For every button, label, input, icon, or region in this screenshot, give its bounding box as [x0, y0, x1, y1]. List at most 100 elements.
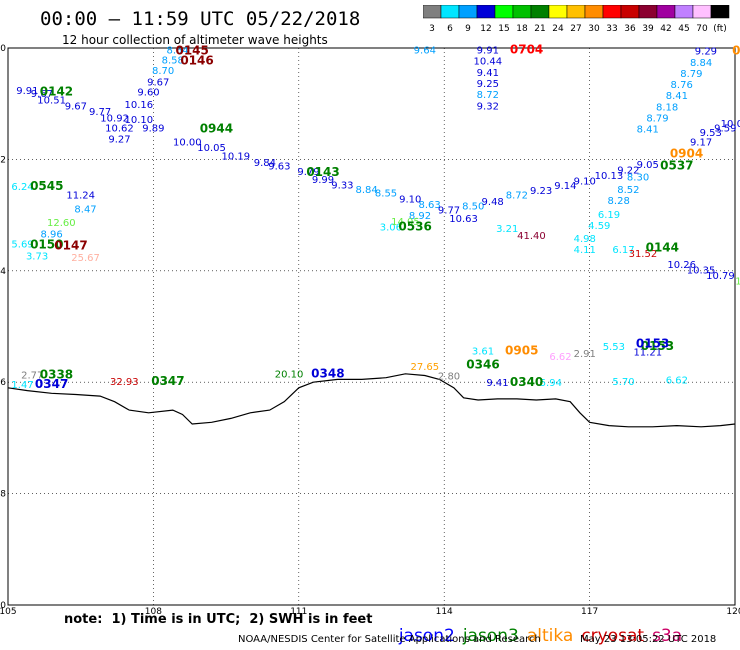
swh-label: 5.53 [603, 342, 625, 353]
swh-label: 9.59 [714, 124, 736, 135]
swh-label: 3.73 [26, 252, 48, 263]
swh-label: 3.06 [380, 223, 402, 234]
swh-label: 9.23 [530, 186, 552, 197]
swh-label: 11.21 [633, 347, 662, 358]
swh-label: 8.18 [656, 102, 678, 113]
time-label: 0537 [660, 158, 693, 172]
swh-label: 6.24 [11, 182, 33, 193]
swh-label: 5.70 [612, 377, 634, 388]
x-tick-label: 111 [290, 607, 307, 617]
swh-label: 8.52 [617, 185, 639, 196]
swh-label: 8.47 [74, 204, 96, 215]
swh-label: 6.19 [598, 210, 620, 221]
swh-label: 31.52 [629, 249, 658, 260]
swh-label: 8.72 [506, 190, 528, 201]
swh-label: 8.41 [666, 91, 688, 102]
swh-label: 10.05 [197, 143, 226, 154]
swh-label: 9.67 [31, 89, 53, 100]
scale-label: 33 [606, 24, 617, 34]
time-label: 0347 [35, 377, 68, 391]
swh-label: 1.47 [11, 380, 33, 391]
swh-label: 9.63 [268, 161, 290, 172]
scale-label: 36 [624, 24, 636, 34]
scale-label: 9 [465, 24, 471, 34]
swh-label: 8.79 [680, 69, 702, 80]
coastline [7, 373, 736, 428]
time-label: 0340 [510, 375, 543, 389]
scale-label: 15 [498, 24, 509, 34]
swh-label: 10.62 [105, 124, 134, 135]
swh-label: 10.26 [667, 260, 696, 271]
swh-label: 2.80 [438, 371, 460, 382]
swh-label: 41.40 [517, 231, 546, 242]
swh-label: 9.89 [142, 124, 164, 135]
legend-cryosat: cryosat [581, 626, 645, 646]
scale-label: 42 [660, 24, 671, 34]
scale-label: 6 [447, 24, 453, 34]
swh-label: 8.96 [40, 229, 62, 240]
swh-label: 9.77 [438, 205, 460, 216]
scale-label: 30 [588, 24, 600, 34]
swh-label: 9.14 [554, 181, 576, 192]
swh-label: 8.79 [646, 114, 668, 125]
swh-label: 6.62 [549, 352, 571, 363]
time-label: 0153 [641, 339, 674, 353]
scale-label: 12 [480, 24, 491, 34]
time-label: 0153 [636, 337, 669, 351]
time-label: 0346 [466, 357, 499, 371]
legend-s3a: s3a [652, 626, 683, 646]
y-tick-label: -68 [0, 490, 6, 500]
x-tick-label: 114 [436, 607, 453, 617]
swh-label: 10.35 [687, 266, 716, 277]
swh-label: 3.61 [472, 346, 494, 357]
time-label: 0144 [646, 240, 679, 254]
swh-label: 9.41 [477, 68, 499, 79]
swh-label: 8.55 [375, 189, 397, 200]
swh-label: 10.00 [173, 137, 202, 148]
x-tick-label: 105 [0, 607, 17, 617]
swh-label: 8.28 [608, 196, 630, 207]
swh-label: 9.32 [477, 101, 499, 112]
y-tick-label: -64 [0, 267, 6, 277]
swh-label: 5.94 [540, 378, 562, 389]
swh-label: 9.48 [482, 197, 504, 208]
scale-label: 18 [516, 24, 528, 34]
map-subtitle: 12 hour collection of altimeter wave hei… [62, 33, 328, 47]
swh-label: 9.67 [65, 101, 87, 112]
scale-label: (ft) [713, 24, 727, 34]
swh-label: 9.84 [254, 158, 276, 169]
swh-label: 9.64 [414, 46, 436, 57]
y-tick-label: -60 [0, 44, 6, 54]
time-label: 0904 [670, 147, 703, 161]
swh-label: 14.29 [735, 277, 740, 288]
swh-label: 9.27 [108, 135, 130, 146]
x-tick-label: 117 [581, 607, 598, 617]
plot-frame [7, 47, 736, 606]
y-tick-label: -66 [0, 378, 6, 388]
swh-label: 9.91 [16, 86, 38, 97]
swh-label: 10.92 [100, 114, 129, 125]
swh-label: 10.79 [706, 271, 735, 282]
time-label: 0143 [306, 165, 339, 179]
time-label: 0704 [510, 43, 543, 57]
scale-swatch [710, 5, 730, 19]
legend-jason3: jason3 [462, 626, 519, 646]
swh-label: 8.72 [477, 90, 499, 101]
swh-label: 9.22 [617, 165, 639, 176]
swh-label: 10.44 [473, 57, 502, 68]
swh-label: 9.99 [312, 175, 334, 186]
scale-label: 27 [570, 24, 581, 34]
swh-label: 27.65 [410, 362, 439, 373]
swh-label: 9.60 [137, 87, 159, 98]
swh-label: 8.92 [409, 211, 431, 222]
scale-label: 24 [552, 24, 564, 34]
swh-label: 8.84 [690, 58, 712, 69]
swh-label: 9.41 [486, 378, 508, 389]
time-label: 0905 [505, 343, 538, 357]
swh-label: 9.10 [574, 176, 596, 187]
swh-label: 25.67 [71, 253, 100, 264]
swh-label: 4.59 [588, 221, 610, 232]
swh-label: 8.58 [162, 56, 184, 67]
swh-label: 8.76 [671, 80, 693, 91]
swh-label: 10.05 [721, 119, 740, 130]
